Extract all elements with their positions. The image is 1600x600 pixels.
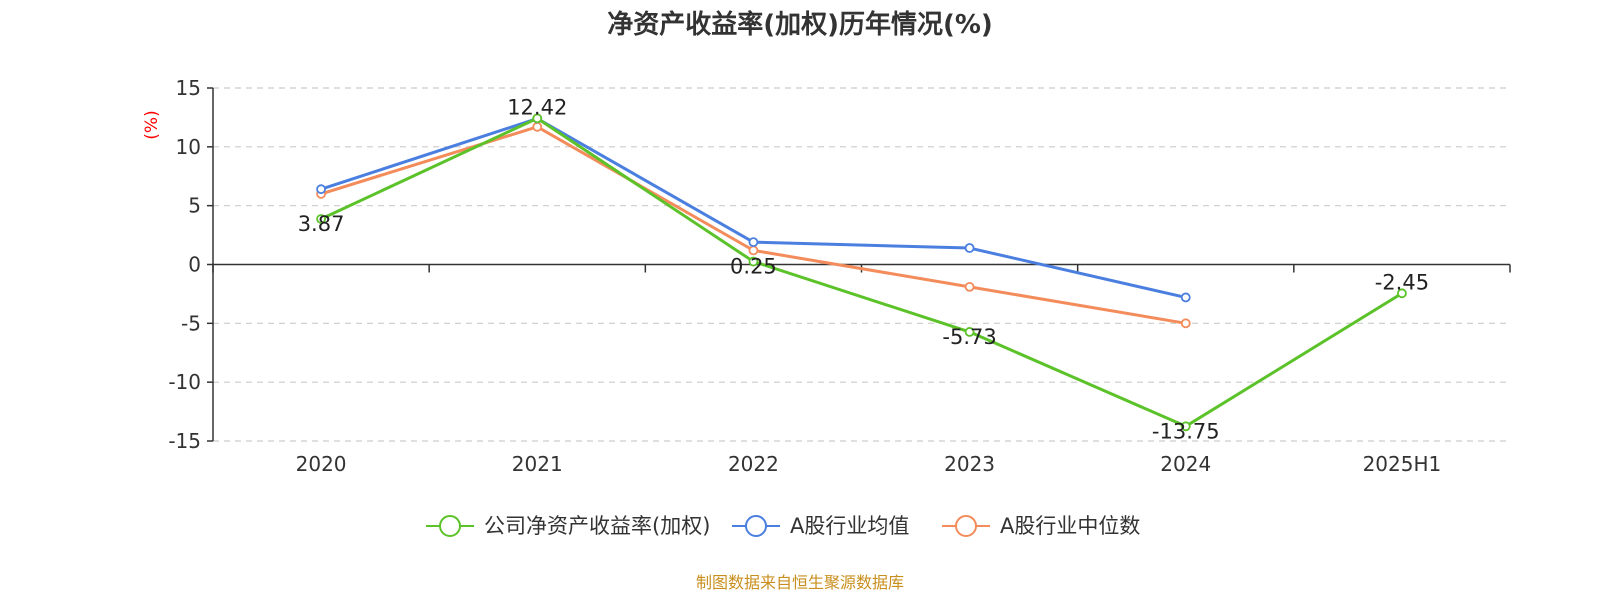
legend-marker-icon — [745, 515, 767, 537]
data-point — [964, 243, 975, 253]
axes: 15 10 5 0 -5 -10 -15 2020 2021 2022 2023 2024 2025H1 — [168, 76, 1511, 476]
data-labels: 3.87 12.42 0.25 -5.73 -13.75 -2.45 — [298, 95, 1429, 443]
x-tick-label: 2024 — [1160, 452, 1211, 476]
series-line — [320, 116, 1403, 428]
series-layer — [316, 113, 1407, 432]
legend: 公司净资产收益率(加权) A股行业均值 A股行业中位数 — [426, 514, 1140, 538]
legend-marker-icon — [955, 515, 977, 537]
data-point — [964, 281, 975, 292]
y-tick-label: -5 — [181, 311, 201, 335]
data-point — [1397, 288, 1407, 299]
legend-marker-icon — [439, 515, 461, 537]
data-label: 0.25 — [730, 255, 777, 279]
data-point — [1180, 421, 1191, 432]
y-axis-unit-label: (%) — [142, 110, 162, 139]
y-tick-label: 15 — [176, 76, 201, 100]
x-tick-label: 2023 — [944, 452, 995, 476]
legend-label: 公司净资产收益率(加权) — [484, 514, 710, 538]
data-point — [748, 245, 759, 256]
data-point — [964, 327, 975, 337]
y-tick-label: -15 — [168, 429, 201, 453]
data-point — [1180, 318, 1191, 329]
data-point — [532, 113, 543, 124]
y-tick-label: -10 — [168, 370, 201, 394]
data-label: -2.45 — [1375, 270, 1429, 294]
y-tick-label: 0 — [188, 253, 201, 277]
data-point — [316, 214, 326, 224]
legend-label: A股行业中位数 — [1000, 514, 1140, 538]
data-point — [532, 121, 543, 132]
data-label: 12.42 — [507, 95, 567, 119]
source-note: 制图数据来自恒生聚源数据库 — [696, 573, 904, 592]
y-tick-label: 5 — [188, 194, 201, 218]
data-label: 3.87 — [298, 212, 345, 236]
gridlines — [213, 87, 1510, 442]
chart-title: 净资产收益率(加权)历年情况(%) — [607, 9, 993, 40]
x-tick-label: 2025H1 — [1363, 452, 1442, 476]
data-label: -13.75 — [1152, 419, 1220, 443]
data-point — [748, 256, 759, 267]
data-point — [1180, 292, 1191, 303]
x-tick-label: 2020 — [296, 452, 347, 476]
data-point — [748, 237, 759, 248]
legend-label: A股行业均值 — [790, 514, 909, 538]
x-tick-label: 2022 — [728, 452, 779, 476]
x-tick-label: 2021 — [512, 452, 563, 476]
y-tick-label: 10 — [176, 135, 201, 159]
data-point — [316, 184, 326, 195]
data-label: -5.73 — [942, 325, 996, 349]
series-line — [320, 125, 1186, 325]
